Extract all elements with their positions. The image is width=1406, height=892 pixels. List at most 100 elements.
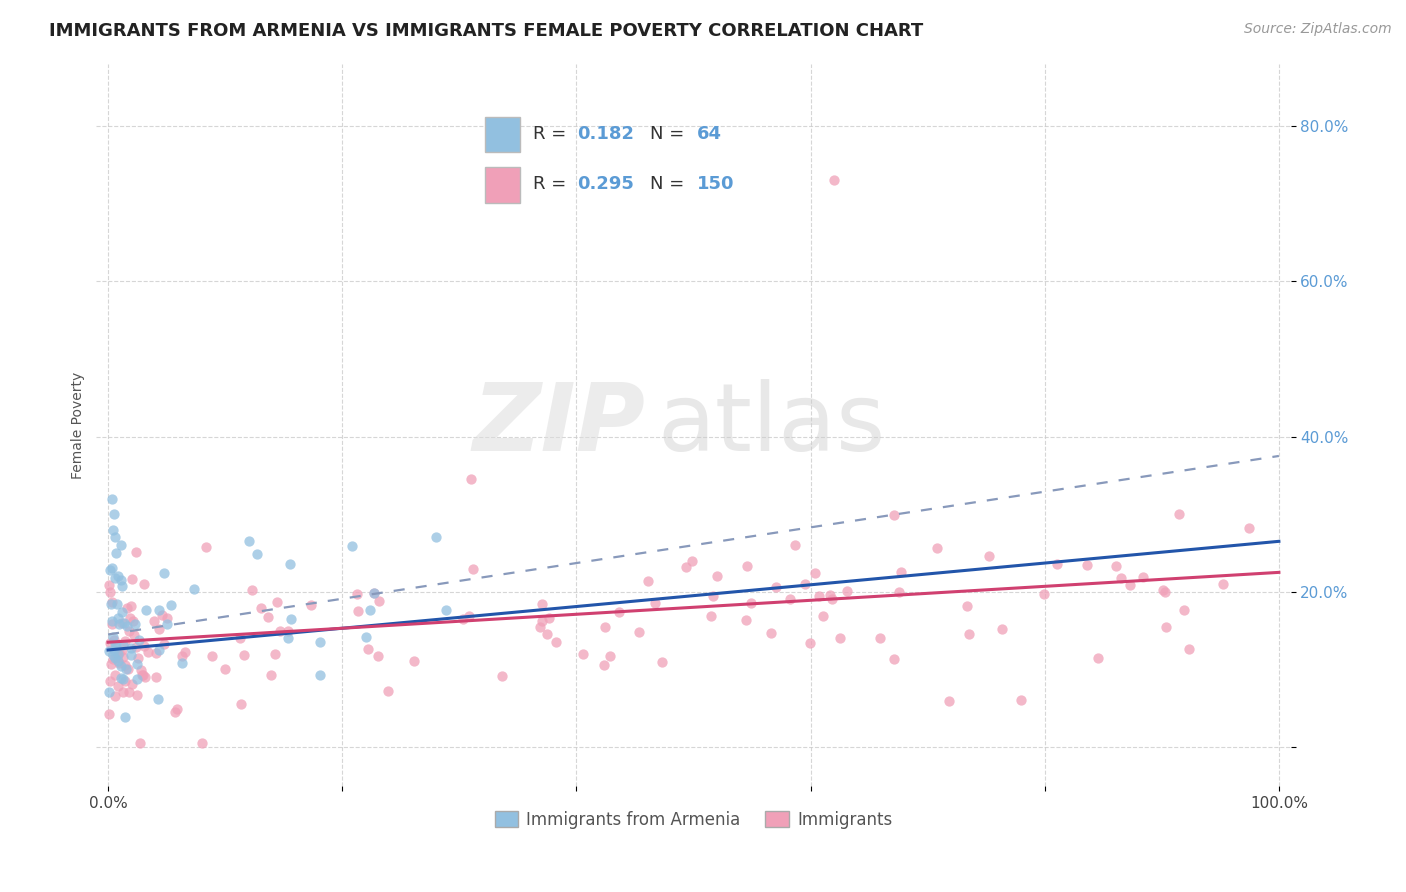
Point <box>103 507 125 521</box>
Point <box>152 637 174 651</box>
Point <box>98 562 121 576</box>
Point <box>250 600 273 615</box>
Point <box>105 638 128 652</box>
Point <box>142 615 165 629</box>
Point <box>1010 693 1032 707</box>
Point <box>644 596 666 610</box>
Point <box>925 541 948 555</box>
Text: IMMIGRANTS FROM ARMENIA VS IMMIGRANTS FEMALE POVERTY CORRELATION CHART: IMMIGRANTS FROM ARMENIA VS IMMIGRANTS FE… <box>49 22 924 40</box>
Point <box>156 616 179 631</box>
Point <box>150 607 173 622</box>
Point <box>889 585 911 599</box>
Point <box>260 667 283 681</box>
Point <box>461 562 484 576</box>
Point <box>356 630 378 644</box>
Point <box>135 603 157 617</box>
Point <box>530 597 553 611</box>
Point <box>128 632 150 647</box>
Point <box>191 736 214 750</box>
Point <box>277 624 299 639</box>
Point <box>122 627 145 641</box>
Point <box>1156 620 1178 634</box>
Point <box>156 611 179 625</box>
Point <box>110 659 132 673</box>
Point <box>231 697 253 711</box>
Point <box>681 554 703 568</box>
Point <box>238 534 260 549</box>
Point <box>122 614 145 628</box>
Point <box>98 584 121 599</box>
Point <box>115 662 138 676</box>
Point <box>101 617 124 632</box>
Point <box>1178 642 1201 657</box>
Point <box>100 657 122 672</box>
Point <box>127 688 149 702</box>
Point <box>457 609 479 624</box>
Point <box>269 624 291 638</box>
Point <box>257 610 280 624</box>
Point <box>145 670 167 684</box>
Point <box>835 583 858 598</box>
Point <box>121 676 143 690</box>
Point <box>759 626 782 640</box>
Point <box>651 655 673 669</box>
Point <box>1173 603 1195 617</box>
Point <box>821 592 844 607</box>
Point <box>890 565 912 579</box>
Point <box>127 650 149 665</box>
Point <box>1132 569 1154 583</box>
Point <box>309 668 332 682</box>
Point <box>125 657 148 671</box>
Point <box>111 578 134 592</box>
Point <box>977 549 1000 563</box>
Point <box>120 641 142 656</box>
Point <box>536 626 558 640</box>
Point <box>883 652 905 666</box>
Point <box>194 540 217 554</box>
Point <box>166 702 188 716</box>
Point <box>134 670 156 684</box>
Point <box>637 574 659 589</box>
Point <box>111 638 134 652</box>
Point <box>98 635 121 649</box>
Point <box>100 597 122 611</box>
Point <box>700 609 723 624</box>
Point <box>537 610 560 624</box>
Point <box>98 674 121 689</box>
Text: Source: ZipAtlas.com: Source: ZipAtlas.com <box>1244 22 1392 37</box>
Point <box>765 580 787 594</box>
Point <box>145 646 167 660</box>
Text: ZIP: ZIP <box>472 379 645 471</box>
Point <box>117 619 139 633</box>
Point <box>740 596 762 610</box>
Point <box>807 590 830 604</box>
Point <box>546 635 568 649</box>
Point <box>1168 507 1191 521</box>
Point <box>146 692 169 706</box>
Point <box>363 586 385 600</box>
Point <box>593 620 616 634</box>
Point <box>280 611 302 625</box>
Point <box>110 671 132 685</box>
Point <box>1212 577 1234 591</box>
Point <box>702 589 724 603</box>
Point <box>1154 585 1177 599</box>
Point <box>174 645 197 659</box>
Point <box>160 598 183 612</box>
Point <box>129 736 152 750</box>
Point <box>105 649 128 664</box>
Point <box>131 667 153 681</box>
Point <box>818 589 841 603</box>
Point <box>101 648 124 662</box>
Point <box>675 560 697 574</box>
Point <box>111 606 134 620</box>
Point <box>120 648 142 662</box>
Point <box>346 604 368 618</box>
Point <box>127 672 149 686</box>
Point <box>214 662 236 676</box>
Y-axis label: Female Poverty: Female Poverty <box>72 371 86 478</box>
Point <box>148 622 170 636</box>
Point <box>1237 521 1260 535</box>
Point <box>100 491 122 506</box>
Point <box>98 644 121 658</box>
